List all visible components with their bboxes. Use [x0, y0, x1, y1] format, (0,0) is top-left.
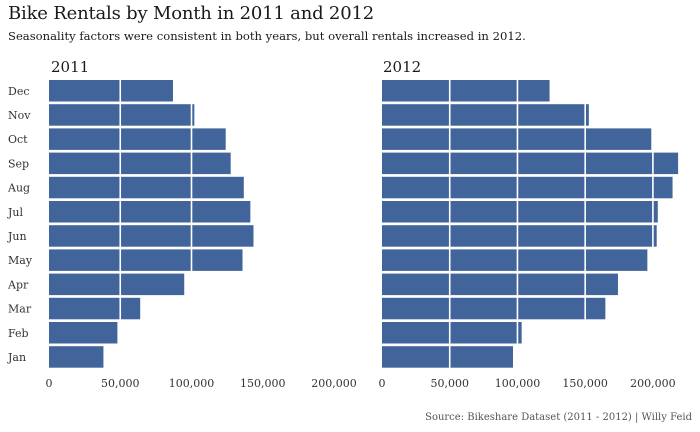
x-tick-label-2012-1: 50,000 — [430, 377, 469, 390]
bar-2012-nov — [382, 104, 589, 126]
bar-2012-apr — [382, 273, 618, 296]
month-label-apr: Apr — [7, 278, 29, 291]
bar-2012-jul — [382, 201, 658, 223]
x-tick-label-2011-1: 50,000 — [101, 377, 140, 390]
bar-2011-feb — [49, 322, 118, 344]
month-label-dec: Dec — [8, 85, 30, 98]
x-tick-label-2011-2: 100,000 — [169, 377, 215, 390]
bar-2011-aug — [49, 176, 244, 199]
source-note: Source: Bikeshare Dataset (2011 - 2012) … — [425, 412, 692, 423]
bar-2011-sep — [49, 152, 231, 175]
month-label-nov: Nov — [8, 109, 31, 122]
x-tick-label-2012-4: 200,000 — [630, 377, 676, 390]
bar-2011-mar — [49, 297, 141, 320]
bar-2012-jun — [382, 225, 657, 247]
bar-2012-jan — [382, 346, 513, 368]
month-label-jun: Jun — [7, 230, 27, 243]
bar-2011-dec — [49, 80, 173, 102]
x-tick-label-2011-4: 200,000 — [311, 377, 357, 390]
month-label-jul: Jul — [7, 206, 23, 219]
x-tick-label-2011-3: 150,000 — [240, 377, 286, 390]
x-tick-label-2011-0: 0 — [46, 377, 53, 390]
bar-2012-sep — [382, 152, 679, 175]
month-label-feb: Feb — [8, 327, 29, 340]
bar-2012-aug — [382, 176, 673, 199]
bar-2012-dec — [382, 80, 550, 102]
panel-title-2011: 2011 — [51, 58, 89, 76]
month-label-oct: Oct — [8, 133, 28, 146]
x-tick-label-2012-3: 150,000 — [562, 377, 608, 390]
month-label-may: May — [8, 254, 33, 267]
bar-2012-mar — [382, 297, 606, 320]
bar-2011-oct — [49, 128, 226, 150]
month-label-jan: Jan — [7, 351, 26, 364]
bar-2012-may — [382, 249, 648, 271]
bar-2012-feb — [382, 322, 522, 344]
x-tick-label-2012-0: 0 — [379, 377, 386, 390]
bar-2011-may — [49, 249, 243, 271]
chart-title: Bike Rentals by Month in 2011 and 2012 — [8, 3, 374, 24]
bar-2011-nov — [49, 104, 195, 126]
month-label-sep: Sep — [8, 157, 29, 170]
bar-2011-jun — [49, 225, 254, 247]
bar-2011-jan — [49, 346, 104, 368]
panel-title-2012: 2012 — [383, 58, 421, 76]
month-label-aug: Aug — [7, 182, 30, 195]
bar-2011-jul — [49, 201, 251, 223]
bar-2011-apr — [49, 273, 185, 296]
bar-2012-oct — [382, 128, 652, 150]
chart-subtitle: Seasonality factors were consistent in b… — [8, 29, 526, 43]
x-tick-label-2012-2: 100,000 — [495, 377, 541, 390]
month-label-mar: Mar — [8, 303, 32, 316]
